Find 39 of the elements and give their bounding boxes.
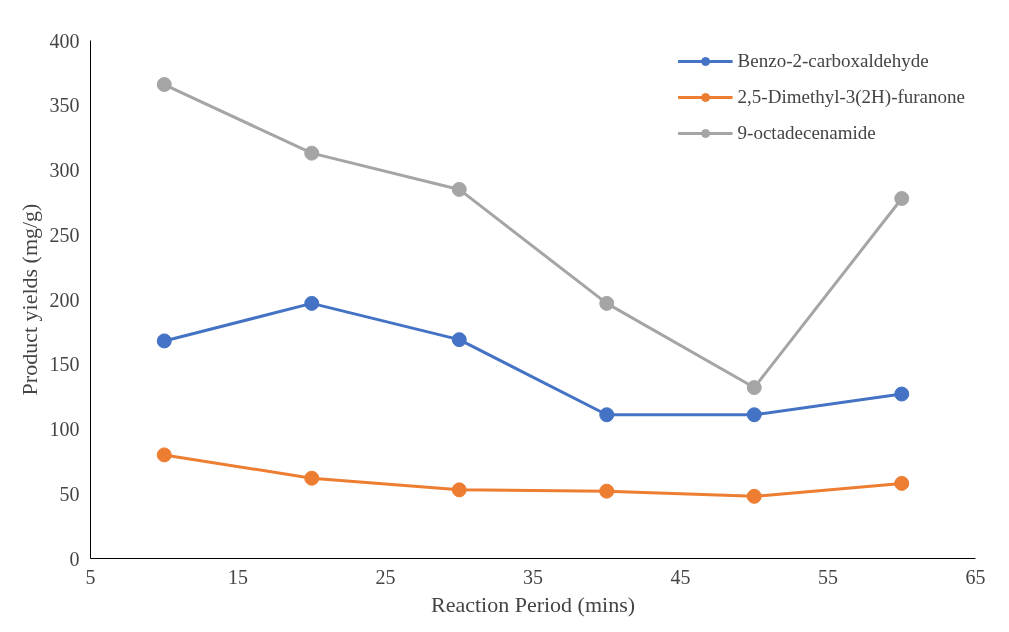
legend-label: Benzo-2-carboxaldehyde <box>737 50 929 72</box>
point <box>599 483 615 499</box>
point <box>451 181 467 197</box>
point <box>451 482 467 498</box>
y-tick-label: 50 <box>59 482 80 505</box>
point <box>304 145 320 161</box>
point <box>894 475 910 491</box>
y-tick-label: 400 <box>49 29 80 52</box>
y-tick-label: 350 <box>49 94 80 117</box>
y-tick-label: 200 <box>49 288 80 311</box>
point <box>746 380 762 396</box>
x-axis-title: Reaction Period (mins) <box>430 591 636 617</box>
point <box>304 295 320 311</box>
point <box>746 407 762 423</box>
x-tick-label: 45 <box>670 565 691 588</box>
point <box>894 191 910 206</box>
x-tick-label: 55 <box>818 565 838 588</box>
y-tick-label: 150 <box>49 353 80 376</box>
x-tick-label: 65 <box>965 565 986 588</box>
point <box>451 332 467 348</box>
x-tick-label: 25 <box>375 565 396 588</box>
y-tick-label: 250 <box>49 223 80 246</box>
y-tick-label: 300 <box>49 159 80 181</box>
legend-label: 9-octadecenamide <box>737 122 876 144</box>
y-axis-title: Product yields (mg/g) <box>16 203 42 396</box>
x-tick-label: 35 <box>523 565 543 588</box>
y-tick-label: 100 <box>49 418 80 440</box>
point <box>156 447 172 463</box>
point <box>746 488 762 504</box>
point <box>156 333 172 349</box>
x-tick-label: 15 <box>228 565 248 588</box>
y-tick-label: 0 <box>69 547 80 570</box>
point <box>599 295 615 311</box>
point <box>304 470 320 486</box>
point <box>599 407 615 423</box>
point <box>156 77 172 93</box>
legend-label: 2,5-Dimethyl-3(2H)-furanone <box>737 86 965 108</box>
point <box>894 386 910 402</box>
x-tick-label: 5 <box>85 565 96 588</box>
